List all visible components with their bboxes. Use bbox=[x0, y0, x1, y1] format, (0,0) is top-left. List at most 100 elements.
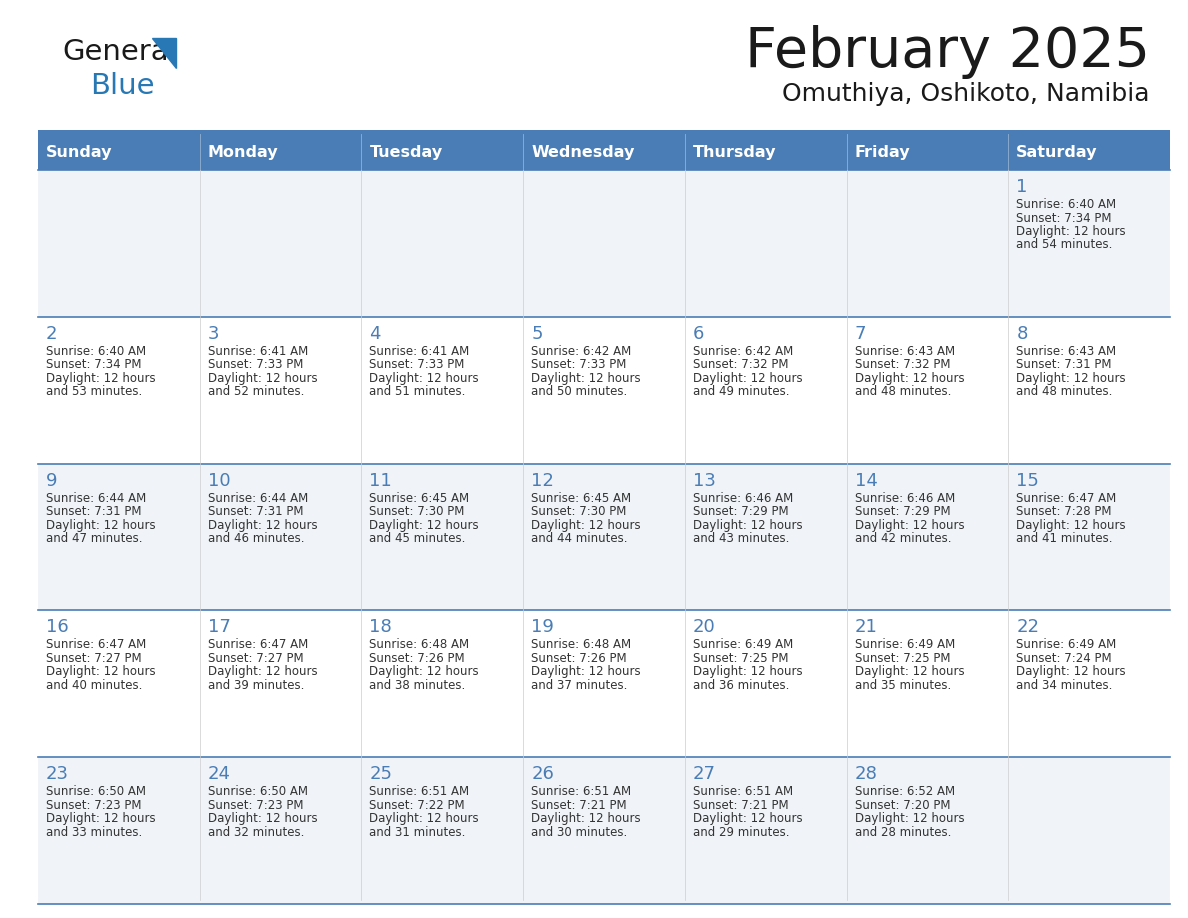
Text: and 53 minutes.: and 53 minutes. bbox=[46, 386, 143, 398]
Text: Daylight: 12 hours: Daylight: 12 hours bbox=[854, 812, 965, 825]
Text: and 37 minutes.: and 37 minutes. bbox=[531, 679, 627, 692]
Text: 12: 12 bbox=[531, 472, 554, 489]
Text: Sunset: 7:33 PM: Sunset: 7:33 PM bbox=[531, 358, 626, 371]
Text: and 44 minutes.: and 44 minutes. bbox=[531, 532, 627, 545]
Text: Sunset: 7:25 PM: Sunset: 7:25 PM bbox=[854, 652, 950, 665]
Text: Sunrise: 6:44 AM: Sunrise: 6:44 AM bbox=[46, 492, 146, 505]
Text: Daylight: 12 hours: Daylight: 12 hours bbox=[46, 372, 156, 385]
Polygon shape bbox=[152, 38, 176, 68]
Text: 17: 17 bbox=[208, 619, 230, 636]
Bar bbox=[38, 464, 1170, 610]
Text: 25: 25 bbox=[369, 766, 392, 783]
Text: Sunrise: 6:49 AM: Sunrise: 6:49 AM bbox=[693, 638, 794, 652]
Text: Daylight: 12 hours: Daylight: 12 hours bbox=[369, 519, 479, 532]
Text: and 45 minutes.: and 45 minutes. bbox=[369, 532, 466, 545]
Text: 8: 8 bbox=[1016, 325, 1028, 342]
Text: Sunset: 7:32 PM: Sunset: 7:32 PM bbox=[854, 358, 950, 371]
Text: Sunset: 7:27 PM: Sunset: 7:27 PM bbox=[208, 652, 303, 665]
Bar bbox=[38, 610, 1170, 757]
Text: Sunset: 7:21 PM: Sunset: 7:21 PM bbox=[531, 799, 627, 812]
Text: 24: 24 bbox=[208, 766, 230, 783]
Text: Sunrise: 6:50 AM: Sunrise: 6:50 AM bbox=[46, 785, 146, 798]
Text: Sunrise: 6:51 AM: Sunrise: 6:51 AM bbox=[693, 785, 792, 798]
Text: Sunset: 7:23 PM: Sunset: 7:23 PM bbox=[46, 799, 141, 812]
Text: 18: 18 bbox=[369, 619, 392, 636]
Text: 16: 16 bbox=[46, 619, 69, 636]
Text: 15: 15 bbox=[1016, 472, 1040, 489]
Text: Sunset: 7:33 PM: Sunset: 7:33 PM bbox=[369, 358, 465, 371]
Text: Daylight: 12 hours: Daylight: 12 hours bbox=[369, 666, 479, 678]
Text: and 36 minutes.: and 36 minutes. bbox=[693, 679, 789, 692]
Text: and 42 minutes.: and 42 minutes. bbox=[854, 532, 952, 545]
Text: and 48 minutes.: and 48 minutes. bbox=[1016, 386, 1113, 398]
Text: and 48 minutes.: and 48 minutes. bbox=[854, 386, 950, 398]
Text: and 47 minutes.: and 47 minutes. bbox=[46, 532, 143, 545]
Text: Daylight: 12 hours: Daylight: 12 hours bbox=[208, 519, 317, 532]
Text: 6: 6 bbox=[693, 325, 704, 342]
Bar bbox=[1009, 134, 1170, 170]
Text: 9: 9 bbox=[46, 472, 57, 489]
Text: Sunrise: 6:46 AM: Sunrise: 6:46 AM bbox=[854, 492, 955, 505]
Text: and 41 minutes.: and 41 minutes. bbox=[1016, 532, 1113, 545]
Text: Daylight: 12 hours: Daylight: 12 hours bbox=[854, 519, 965, 532]
Text: February 2025: February 2025 bbox=[745, 25, 1150, 79]
Text: and 46 minutes.: and 46 minutes. bbox=[208, 532, 304, 545]
Text: Sunrise: 6:45 AM: Sunrise: 6:45 AM bbox=[369, 492, 469, 505]
Text: Daylight: 12 hours: Daylight: 12 hours bbox=[693, 812, 802, 825]
Text: Sunrise: 6:43 AM: Sunrise: 6:43 AM bbox=[1016, 345, 1117, 358]
Text: 23: 23 bbox=[46, 766, 69, 783]
Text: Sunset: 7:34 PM: Sunset: 7:34 PM bbox=[1016, 211, 1112, 225]
Bar bbox=[38, 134, 200, 170]
Text: Sunrise: 6:41 AM: Sunrise: 6:41 AM bbox=[369, 345, 469, 358]
Text: Blue: Blue bbox=[90, 72, 154, 100]
Text: Sunrise: 6:51 AM: Sunrise: 6:51 AM bbox=[531, 785, 631, 798]
Text: and 40 minutes.: and 40 minutes. bbox=[46, 679, 143, 692]
Text: 3: 3 bbox=[208, 325, 220, 342]
Text: Sunrise: 6:41 AM: Sunrise: 6:41 AM bbox=[208, 345, 308, 358]
Text: and 51 minutes.: and 51 minutes. bbox=[369, 386, 466, 398]
Text: Sunrise: 6:47 AM: Sunrise: 6:47 AM bbox=[208, 638, 308, 652]
Text: 28: 28 bbox=[854, 766, 878, 783]
Text: Sunrise: 6:48 AM: Sunrise: 6:48 AM bbox=[369, 638, 469, 652]
Text: Sunset: 7:34 PM: Sunset: 7:34 PM bbox=[46, 358, 141, 371]
Bar bbox=[684, 134, 847, 170]
Text: and 28 minutes.: and 28 minutes. bbox=[854, 825, 950, 839]
Text: Daylight: 12 hours: Daylight: 12 hours bbox=[1016, 225, 1126, 238]
Text: 4: 4 bbox=[369, 325, 381, 342]
Text: Friday: Friday bbox=[854, 144, 910, 160]
Text: and 31 minutes.: and 31 minutes. bbox=[369, 825, 466, 839]
Text: Daylight: 12 hours: Daylight: 12 hours bbox=[531, 812, 640, 825]
Text: Sunrise: 6:43 AM: Sunrise: 6:43 AM bbox=[854, 345, 955, 358]
Text: and 29 minutes.: and 29 minutes. bbox=[693, 825, 789, 839]
Text: Wednesday: Wednesday bbox=[531, 144, 634, 160]
Bar bbox=[38, 317, 1170, 464]
Bar bbox=[38, 757, 1170, 904]
Text: Daylight: 12 hours: Daylight: 12 hours bbox=[208, 812, 317, 825]
Text: Daylight: 12 hours: Daylight: 12 hours bbox=[531, 372, 640, 385]
Text: 21: 21 bbox=[854, 619, 878, 636]
Text: Sunrise: 6:52 AM: Sunrise: 6:52 AM bbox=[854, 785, 955, 798]
Text: and 32 minutes.: and 32 minutes. bbox=[208, 825, 304, 839]
Text: Daylight: 12 hours: Daylight: 12 hours bbox=[369, 812, 479, 825]
Text: and 50 minutes.: and 50 minutes. bbox=[531, 386, 627, 398]
Bar bbox=[847, 134, 1009, 170]
Text: Sunrise: 6:49 AM: Sunrise: 6:49 AM bbox=[1016, 638, 1117, 652]
Text: and 35 minutes.: and 35 minutes. bbox=[854, 679, 950, 692]
Text: Sunset: 7:22 PM: Sunset: 7:22 PM bbox=[369, 799, 465, 812]
Bar bbox=[361, 134, 523, 170]
Text: Daylight: 12 hours: Daylight: 12 hours bbox=[1016, 519, 1126, 532]
Text: Sunrise: 6:48 AM: Sunrise: 6:48 AM bbox=[531, 638, 631, 652]
Text: and 49 minutes.: and 49 minutes. bbox=[693, 386, 789, 398]
Text: Sunrise: 6:47 AM: Sunrise: 6:47 AM bbox=[46, 638, 146, 652]
Text: Sunset: 7:26 PM: Sunset: 7:26 PM bbox=[369, 652, 465, 665]
Text: and 52 minutes.: and 52 minutes. bbox=[208, 386, 304, 398]
Text: Sunrise: 6:45 AM: Sunrise: 6:45 AM bbox=[531, 492, 631, 505]
Bar bbox=[38, 130, 1170, 134]
Text: Thursday: Thursday bbox=[693, 144, 776, 160]
Text: Daylight: 12 hours: Daylight: 12 hours bbox=[46, 519, 156, 532]
Text: Sunset: 7:24 PM: Sunset: 7:24 PM bbox=[1016, 652, 1112, 665]
Text: Sunset: 7:26 PM: Sunset: 7:26 PM bbox=[531, 652, 627, 665]
Bar bbox=[523, 134, 684, 170]
Text: Daylight: 12 hours: Daylight: 12 hours bbox=[693, 666, 802, 678]
Text: 26: 26 bbox=[531, 766, 554, 783]
